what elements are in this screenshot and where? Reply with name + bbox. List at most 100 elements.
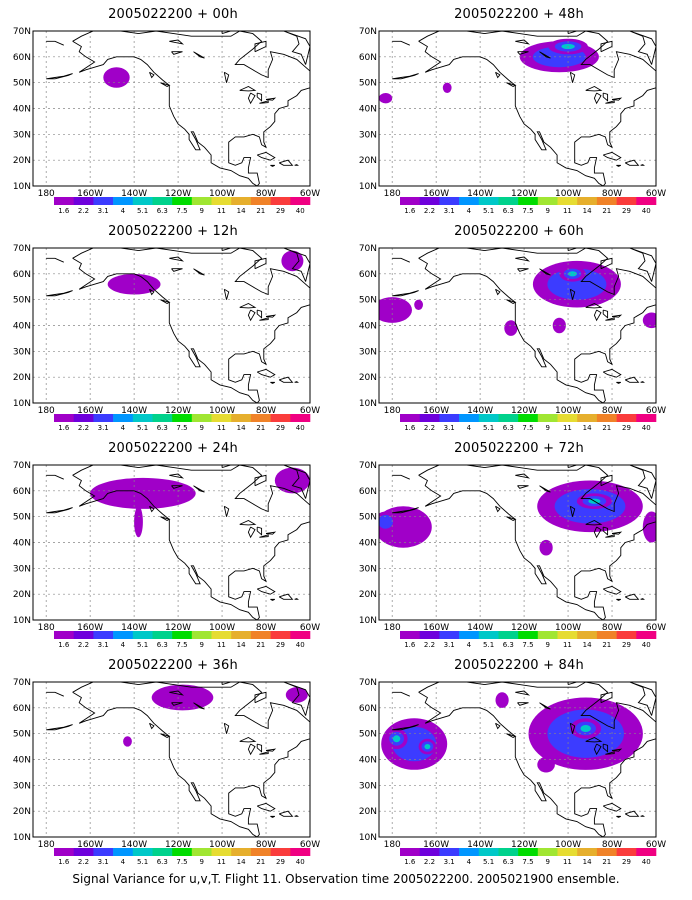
lat-tick-label: 20N [13, 590, 31, 600]
coastline [392, 465, 656, 620]
colorbar-label: 21 [256, 858, 265, 866]
lon-tick-label: 160W [423, 406, 449, 416]
map-plot: 70N 60N 50N 40N 30N 20N 10N 180 160W 140W 120W 100W… [13, 27, 320, 215]
lon-tick-label: 160W [423, 840, 449, 850]
lake-outline [569, 71, 576, 83]
lat-tick-label: 40N [359, 105, 377, 115]
colorbar-swatch [459, 414, 480, 422]
lon-tick-label: 80W [256, 840, 276, 850]
map-frame [378, 464, 657, 621]
island-outline [624, 593, 640, 600]
island-outline [567, 465, 578, 469]
map-panel: 70N 60N 50N 40N 30N 20N 10N 180 160W 140W 120W 100W… [0, 434, 346, 650]
lake-outline [515, 473, 531, 479]
colorbar-swatch [211, 631, 232, 639]
lon-tick-label: 140W [467, 189, 493, 199]
island-outline [600, 691, 613, 704]
colorbar-label: 7.5 [176, 424, 187, 432]
panel-title: 2005022200 + 12h [108, 224, 238, 239]
lat-tick-label: 50N [13, 513, 31, 523]
colorbar-label: 29 [622, 424, 631, 432]
lat-tick-label: 10N [359, 182, 377, 192]
lake-outline [239, 85, 257, 92]
lake-outline [259, 534, 269, 538]
colorbar-label: 2.2 [424, 424, 435, 432]
lon-tick-label: 180 [384, 189, 401, 199]
colorbar-label: 1.6 [404, 424, 416, 432]
lon-tick-label: 140W [467, 406, 493, 416]
lake-outline [265, 748, 277, 752]
colorbar-swatch [152, 197, 173, 205]
siberia-outline [392, 691, 410, 697]
colorbar-swatch [231, 414, 252, 422]
lake-outline [605, 100, 615, 104]
colorbar-swatch [191, 848, 212, 856]
colorbar-swatch [93, 197, 114, 205]
colorbar-label: 40 [642, 858, 651, 866]
colorbar-swatch [439, 848, 460, 856]
colorbar-label: 40 [642, 207, 651, 215]
variance-contour [495, 692, 509, 708]
colorbar-swatch [93, 848, 114, 856]
colorbar-label: 40 [296, 858, 305, 866]
island-outline [602, 585, 622, 595]
island-outline [46, 73, 73, 80]
colorbar-label: 7.5 [176, 207, 187, 215]
colorbar-swatch [596, 848, 617, 856]
colorbar-swatch [73, 197, 94, 205]
lat-tick-label: 70N [359, 27, 377, 37]
lon-tick-label: 120W [165, 840, 191, 850]
lake-outline [539, 485, 551, 493]
island-outline [283, 465, 310, 499]
colorbar-swatch [478, 414, 499, 422]
lake-outline [247, 743, 256, 756]
colorbar-label: 5.1 [483, 858, 494, 866]
lake-outline [517, 268, 529, 272]
colorbar-swatch [439, 631, 460, 639]
colorbar-swatch [172, 631, 193, 639]
island-outline [600, 474, 613, 487]
colorbar-swatch [498, 414, 519, 422]
colorbar-swatch [596, 197, 617, 205]
colorbar: 1.6 2.2 3.1 4 5.1 6.3 7.5 9 11 14 21 29 40 [54, 197, 311, 215]
island-outline [270, 164, 276, 167]
island-outline [506, 516, 517, 522]
colorbar-swatch [577, 414, 598, 422]
colorbar-label: 3.1 [444, 858, 455, 866]
island-outline [616, 164, 622, 167]
coastline [46, 682, 310, 837]
lon-tick-label: 60W [646, 623, 666, 633]
island-outline [254, 691, 267, 704]
lake-outline [223, 288, 230, 300]
colorbar-label: 5.1 [483, 207, 494, 215]
island-outline [254, 40, 267, 53]
island-outline [658, 78, 671, 91]
colorbar-label: 6.3 [503, 641, 514, 649]
colorbar-label: 14 [583, 207, 592, 215]
lake-outline [515, 256, 531, 262]
island-outline [278, 810, 294, 817]
colorbar-label: 7.5 [522, 858, 533, 866]
lat-tick-label: 10N [13, 182, 31, 192]
colorbar-label: 2.2 [424, 858, 435, 866]
lake-outline [256, 309, 263, 319]
colorbar-swatch [73, 414, 94, 422]
colorbar-swatch [270, 848, 291, 856]
colorbar-label: 29 [276, 424, 285, 432]
colorbar-label: 6.3 [157, 641, 168, 649]
colorbar: 1.6 2.2 3.1 4 5.1 6.3 7.5 9 11 14 21 29 40 [54, 414, 311, 432]
lake-outline [265, 531, 277, 535]
lake-outline [602, 526, 609, 536]
map-panel: 70N 60N 50N 40N 30N 20N 10N 180 160W 140W 120W 100W… [346, 217, 692, 433]
colorbar-label: 1.6 [404, 207, 416, 215]
colorbar-swatch [518, 848, 539, 856]
colorbar-swatch [537, 631, 558, 639]
map-plot: 70N 60N 50N 40N 30N 20N 10N 180 160W 140W 120W 100W… [359, 678, 666, 866]
variance-contour [90, 477, 196, 509]
colorbar-swatch [616, 414, 637, 422]
colorbar-swatch [191, 414, 212, 422]
island-outline [600, 40, 613, 53]
lake-outline [585, 302, 603, 309]
lake-outline [265, 97, 277, 101]
lon-tick-label: 160W [423, 189, 449, 199]
